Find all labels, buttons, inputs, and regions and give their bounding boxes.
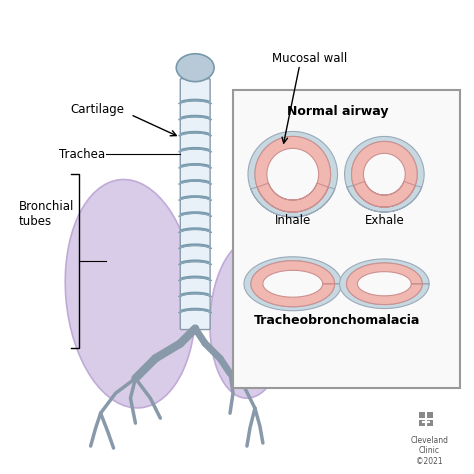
Polygon shape [179, 132, 212, 136]
Polygon shape [179, 197, 212, 201]
Polygon shape [251, 261, 335, 307]
Ellipse shape [176, 54, 214, 82]
Polygon shape [179, 309, 212, 313]
Text: Exhale: Exhale [365, 214, 404, 227]
Text: Bronchial
tubes: Bronchial tubes [19, 200, 74, 228]
Text: Normal airway: Normal airway [287, 105, 388, 118]
Bar [419, 420, 425, 426]
Polygon shape [179, 213, 212, 217]
Polygon shape [179, 293, 212, 297]
Bar [427, 420, 433, 426]
Bar [427, 412, 433, 418]
Polygon shape [255, 137, 330, 212]
Polygon shape [179, 148, 212, 152]
Polygon shape [179, 100, 212, 104]
Polygon shape [339, 259, 429, 309]
Polygon shape [352, 141, 417, 207]
Polygon shape [179, 181, 212, 184]
Text: Inhale: Inhale [274, 214, 311, 227]
Bar [419, 412, 425, 418]
Polygon shape [244, 257, 342, 311]
Text: Cartilage: Cartilage [71, 103, 125, 116]
Ellipse shape [65, 180, 196, 408]
Text: Mucosal wall: Mucosal wall [272, 52, 347, 65]
Ellipse shape [210, 239, 290, 398]
Polygon shape [179, 277, 212, 281]
Polygon shape [179, 116, 212, 120]
Polygon shape [179, 164, 212, 168]
Polygon shape [179, 229, 212, 233]
Polygon shape [346, 263, 422, 305]
Polygon shape [179, 261, 212, 265]
Polygon shape [345, 137, 424, 212]
Text: Tracheobronchomalacia: Tracheobronchomalacia [255, 314, 421, 327]
Text: Cleveland
Clinic
©2021: Cleveland Clinic ©2021 [410, 436, 448, 466]
Text: Trachea: Trachea [59, 148, 105, 161]
FancyBboxPatch shape [233, 90, 460, 388]
Polygon shape [248, 131, 337, 217]
Polygon shape [179, 245, 212, 249]
FancyBboxPatch shape [180, 79, 210, 329]
